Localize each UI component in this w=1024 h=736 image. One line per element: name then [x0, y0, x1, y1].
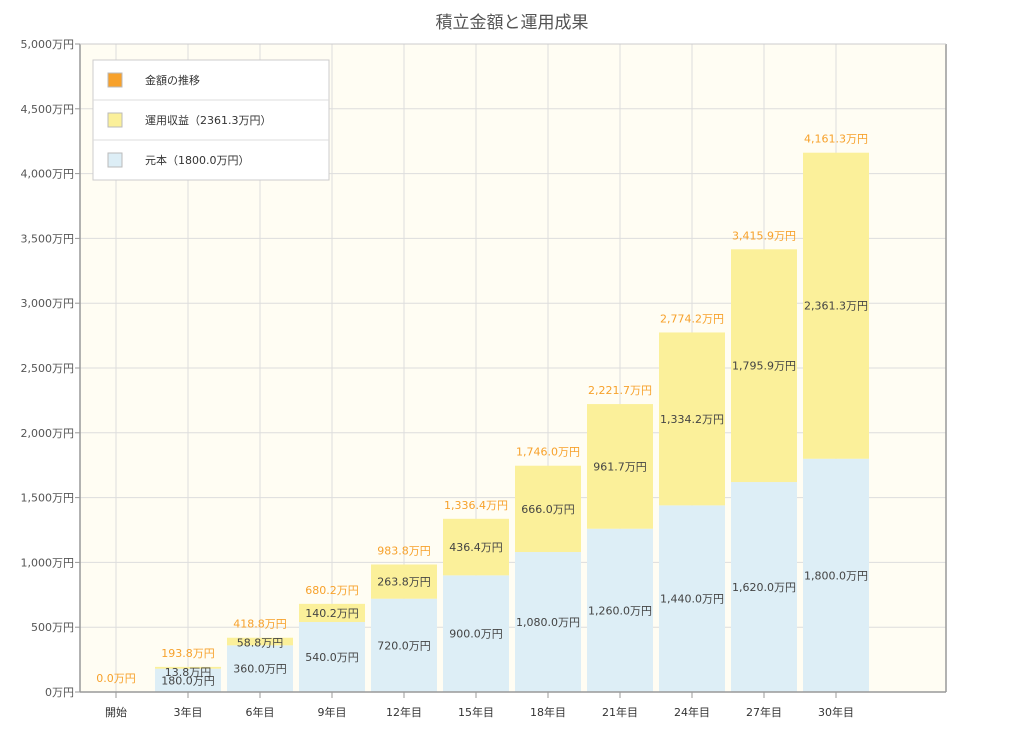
chart-title: 積立金額と運用成果 — [435, 13, 589, 33]
bar-segment — [803, 458, 869, 692]
bar-value-label: 900.0万円 — [449, 628, 503, 641]
total-label: 2,774.2万円 — [660, 312, 724, 325]
x-tick-label: 6年目 — [246, 705, 275, 719]
bar-segment — [227, 645, 293, 692]
total-label: 680.2万円 — [305, 584, 359, 597]
bar-segment — [299, 603, 365, 623]
bar-segment — [587, 404, 653, 529]
bar-value-label: 1,620.0万円 — [732, 581, 796, 594]
x-tick-label: 24年目 — [674, 705, 710, 719]
total-label: 4,161.3万円 — [804, 133, 868, 146]
bar-segment — [803, 152, 869, 459]
y-tick-label: 0万円 — [45, 686, 74, 699]
bar-segment — [443, 518, 509, 576]
bar-segment — [515, 552, 581, 692]
y-tick-label: 500万円 — [31, 621, 74, 634]
legend-swatch — [107, 112, 123, 128]
bar-segment — [659, 505, 725, 692]
x-tick-label: 15年目 — [458, 705, 494, 719]
bar-segment — [155, 666, 221, 669]
bar-value-label: 1,795.9万円 — [732, 360, 796, 373]
total-label: 418.8万円 — [233, 618, 287, 631]
bar-segment — [227, 637, 293, 646]
bar-segment — [299, 622, 365, 692]
x-tick-label: 27年目 — [746, 705, 782, 719]
y-tick-label: 2,500万円 — [21, 362, 75, 375]
y-tick-label: 3,000万円 — [21, 297, 75, 310]
y-tick-label: 4,000万円 — [21, 168, 75, 181]
bar-value-label: 58.8万円 — [237, 637, 284, 650]
bar-value-label: 540.0万円 — [305, 651, 359, 664]
total-label: 1,746.0万円 — [516, 446, 580, 459]
legend-box — [92, 59, 330, 181]
total-label: 1,336.4万円 — [444, 499, 508, 512]
x-tick-label: 12年目 — [386, 705, 422, 719]
bar-segment — [515, 465, 581, 553]
total-label: 2,221.7万円 — [588, 384, 652, 397]
bar-value-label: 263.8万円 — [377, 576, 431, 589]
x-tick-label: 21年目 — [602, 705, 638, 719]
bar-segment — [731, 249, 797, 483]
y-tick-label: 5,000万円 — [21, 38, 75, 51]
y-tick-label: 1,000万円 — [21, 556, 75, 569]
y-tick-label: 4,500万円 — [21, 103, 75, 116]
bar-value-label: 1,334.2万円 — [660, 413, 724, 426]
total-label: 983.8万円 — [377, 544, 431, 557]
bar-segment — [659, 332, 725, 506]
bar-value-label: 2,361.3万円 — [804, 300, 868, 313]
x-tick-label: 18年目 — [530, 705, 566, 719]
legend-swatch — [107, 152, 123, 168]
legend-label: 金額の推移 — [145, 73, 200, 87]
y-tick-label: 2,000万円 — [21, 427, 75, 440]
bar-segment — [371, 598, 437, 692]
legend-label: 元本（1800.0万円） — [145, 153, 250, 167]
bar-segment — [371, 564, 437, 599]
bar-value-label: 436.4万円 — [449, 541, 503, 554]
y-tick-label: 3,500万円 — [21, 232, 75, 245]
bar-segment — [443, 575, 509, 692]
bar-segment — [587, 528, 653, 692]
total-label: 0.0万円 — [96, 672, 136, 685]
x-tick-label: 開始 — [105, 705, 127, 719]
x-tick-label: 30年目 — [818, 705, 854, 719]
bar-value-label: 961.7万円 — [593, 460, 647, 473]
x-tick-label: 9年目 — [318, 705, 347, 719]
total-label: 3,415.9万円 — [732, 229, 796, 242]
bar-segment — [155, 668, 221, 692]
bar-value-label: 13.8万円 — [165, 666, 212, 679]
bar-value-label: 666.0万円 — [521, 503, 575, 516]
bar-value-label: 360.0万円 — [233, 663, 287, 676]
bar-value-label: 140.2万円 — [305, 607, 359, 620]
bar-value-label: 1,440.0万円 — [660, 593, 724, 606]
total-label: 193.8万円 — [161, 647, 215, 660]
x-tick-label: 3年目 — [174, 705, 203, 719]
bar-value-label: 1,260.0万円 — [588, 604, 652, 617]
bar-value-label: 1,080.0万円 — [516, 616, 580, 629]
legend-label: 運用収益（2361.3万円） — [145, 113, 272, 127]
bar-value-label: 1,800.0万円 — [804, 569, 868, 582]
legend-swatch — [107, 72, 123, 88]
y-tick-label: 1,500万円 — [21, 492, 75, 505]
bar-value-label: 720.0万円 — [377, 639, 431, 652]
bar-segment — [731, 482, 797, 692]
bar-value-label: 180.0万円 — [161, 674, 215, 687]
